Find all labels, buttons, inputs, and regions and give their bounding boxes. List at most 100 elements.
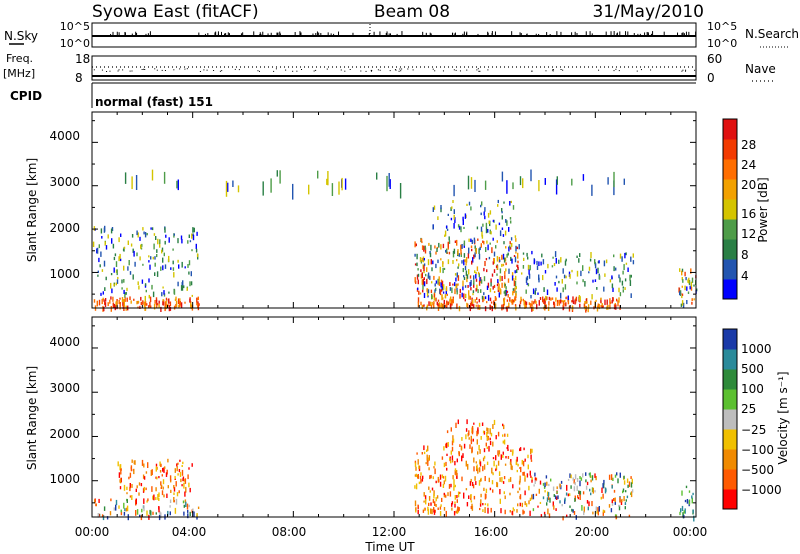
echo-cell bbox=[454, 504, 456, 508]
echo-cell bbox=[472, 438, 474, 442]
echo-cell bbox=[501, 208, 503, 212]
echo-cell bbox=[489, 437, 491, 441]
echo-cell bbox=[446, 430, 449, 434]
echo-cell bbox=[582, 265, 584, 271]
echo-cell bbox=[167, 510, 169, 516]
echo-cell bbox=[95, 503, 97, 507]
echo-cell bbox=[510, 256, 512, 261]
echo-cell bbox=[442, 483, 445, 488]
echo-cell bbox=[423, 245, 425, 252]
echo-cell bbox=[478, 253, 481, 260]
echo-cell bbox=[597, 267, 599, 274]
echo-cell bbox=[160, 306, 162, 312]
echo-cell bbox=[476, 284, 478, 291]
echo-cell bbox=[422, 289, 424, 293]
echo-cell bbox=[419, 292, 422, 295]
echo-cell bbox=[450, 217, 453, 221]
echo-cell bbox=[165, 301, 167, 306]
echo-cell bbox=[486, 301, 488, 304]
colorbar-segment bbox=[723, 119, 737, 140]
nave-point bbox=[365, 70, 367, 72]
echo-cell bbox=[104, 301, 106, 305]
echo-cell bbox=[514, 256, 517, 263]
echo-cell bbox=[455, 470, 458, 473]
echo-cell bbox=[682, 302, 685, 309]
echo-cell bbox=[685, 485, 688, 489]
echo-cell bbox=[507, 444, 509, 449]
power-ytick-2000: 2000 bbox=[49, 221, 80, 235]
echo-cell bbox=[149, 296, 152, 303]
echo-cell bbox=[420, 479, 422, 484]
echo-cell bbox=[448, 240, 451, 244]
echo-cell bbox=[198, 303, 200, 306]
echo-cell bbox=[123, 279, 125, 283]
echo-cell bbox=[502, 454, 504, 458]
echo-cell bbox=[503, 476, 506, 480]
echo-cell bbox=[474, 245, 476, 249]
echo-cell bbox=[518, 480, 521, 485]
echo-cell bbox=[611, 501, 614, 506]
echo-cell bbox=[426, 288, 429, 294]
echo-cell bbox=[461, 476, 463, 482]
echo-cell bbox=[564, 302, 567, 306]
echo-cell bbox=[524, 458, 526, 462]
nave-point bbox=[315, 69, 317, 71]
echo-cell bbox=[484, 296, 487, 300]
echo-cell bbox=[428, 502, 430, 506]
echo-cell bbox=[623, 178, 625, 185]
echo-cell bbox=[158, 506, 160, 510]
echo-cell bbox=[505, 268, 507, 272]
echo-cell bbox=[97, 513, 99, 518]
echo-cell bbox=[131, 176, 133, 190]
echo-cell bbox=[443, 284, 445, 290]
echo-cell bbox=[421, 279, 423, 285]
nave-point bbox=[118, 69, 120, 71]
echo-cell bbox=[479, 467, 481, 473]
echo-cell bbox=[399, 183, 402, 199]
echo-cell bbox=[477, 238, 479, 241]
echo-cell bbox=[423, 445, 425, 451]
echo-cell bbox=[465, 270, 468, 276]
echo-cell bbox=[145, 487, 147, 491]
echo-cell bbox=[486, 285, 489, 290]
echo-cell bbox=[547, 492, 550, 496]
echo-cell bbox=[557, 299, 559, 304]
echo-cell bbox=[414, 474, 417, 477]
echo-cell bbox=[150, 470, 152, 476]
echo-cell bbox=[132, 248, 134, 253]
echo-cell bbox=[619, 277, 621, 283]
echo-cell bbox=[533, 301, 535, 305]
echo-cell bbox=[690, 281, 693, 287]
echo-cell bbox=[423, 277, 425, 280]
echo-cell bbox=[522, 298, 524, 302]
echo-cell bbox=[480, 226, 483, 232]
echo-cell bbox=[466, 502, 469, 507]
echo-cell bbox=[501, 282, 503, 288]
echo-cell bbox=[147, 462, 149, 468]
echo-cell bbox=[512, 291, 514, 296]
nave-point bbox=[296, 70, 298, 72]
echo-cell bbox=[126, 297, 128, 302]
echo-cell bbox=[485, 442, 487, 447]
echo-cell bbox=[113, 256, 116, 261]
echo-cell bbox=[184, 499, 187, 503]
echo-cell bbox=[120, 468, 122, 475]
echo-cell bbox=[490, 432, 493, 437]
power-cbar-tick-28: 28 bbox=[741, 138, 756, 152]
echo-cell bbox=[600, 496, 602, 500]
echo-cell bbox=[493, 258, 495, 262]
echo-cell bbox=[124, 297, 126, 302]
echo-cell bbox=[193, 227, 195, 233]
echo-cell bbox=[546, 497, 549, 502]
echo-cell bbox=[466, 419, 468, 425]
echo-cell bbox=[496, 265, 499, 270]
echo-cell bbox=[418, 290, 420, 295]
echo-cell bbox=[681, 293, 684, 296]
echo-cell bbox=[458, 305, 461, 312]
echo-cell bbox=[170, 489, 172, 493]
echo-cell bbox=[579, 490, 582, 495]
echo-cell bbox=[534, 477, 537, 482]
echo-cell bbox=[492, 489, 494, 493]
echo-cell bbox=[423, 508, 426, 511]
echo-cell bbox=[485, 247, 487, 252]
